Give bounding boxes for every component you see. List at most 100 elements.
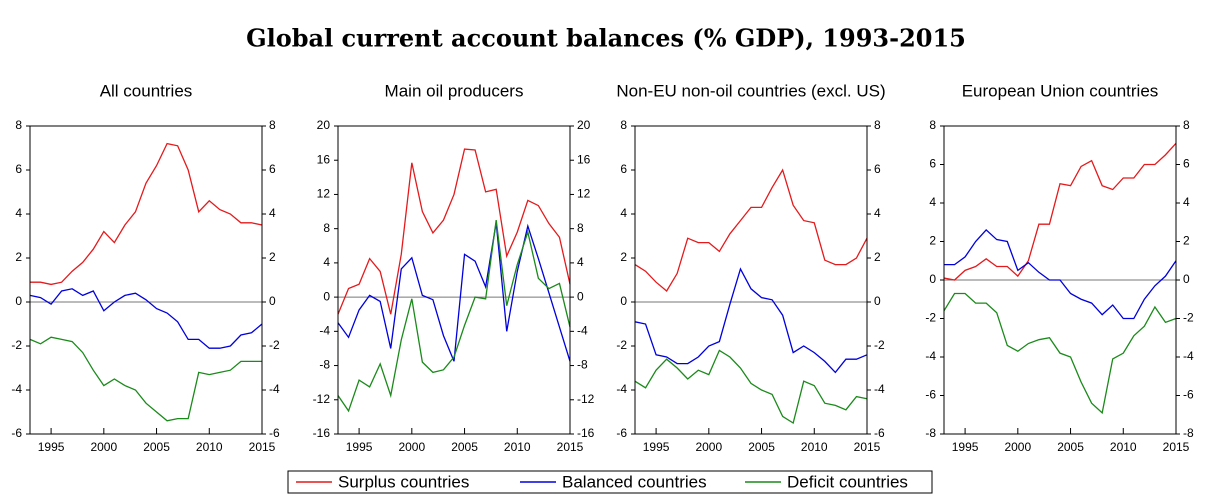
y2-tick-label: 4 [1183,195,1190,209]
y2-tick-label: 0 [874,294,881,308]
x-tick-label: 2015 [854,440,881,454]
y2-tick-label: 0 [269,294,276,308]
x-tick-label: 2000 [398,440,425,454]
y-tick-label: 4 [929,195,936,209]
y-tick-label: 0 [15,294,22,308]
x-tick-label: 2010 [1110,440,1137,454]
y-tick-label: 12 [317,187,331,201]
x-tick-label: 2010 [196,440,223,454]
legend-label: Surplus countries [338,472,469,491]
series-line [944,229,1177,320]
y2-tick-label: 16 [577,152,591,166]
y2-tick-label: -12 [577,392,595,406]
y2-tick-label: -2 [874,338,885,352]
series-line [943,292,1177,415]
y2-tick-label: 4 [874,206,881,220]
y2-tick-label: 0 [1183,272,1190,286]
plot-frame [943,125,1177,435]
y-tick-label: 2 [620,250,627,264]
legend-label: Deficit countries [787,472,908,491]
y-tick-label: -4 [925,349,936,363]
y-tick-label: 8 [620,118,627,132]
x-tick-label: 2005 [1057,440,1084,454]
series-line [634,168,868,292]
y2-tick-label: 0 [577,289,584,303]
panel-title: Main oil producers [385,81,524,100]
y-tick-label: 8 [15,118,22,132]
y-tick-label: -6 [616,426,627,440]
y-tick-label: -2 [925,311,936,325]
x-tick-label: 2010 [801,440,828,454]
series-line [29,288,263,349]
legend-label: Balanced countries [562,472,707,491]
y2-tick-label: 20 [577,118,591,132]
x-tick-label: 1995 [952,440,979,454]
panel-title: Non-EU non-oil countries (excl. US) [616,81,885,100]
y-tick-label: 4 [323,255,330,269]
x-tick-label: 2000 [695,440,722,454]
series-line [943,142,1177,281]
panel-title: All countries [100,81,193,100]
y-tick-label: 0 [323,289,330,303]
y2-tick-label: 6 [1183,157,1190,171]
x-tick-label: 2015 [1163,440,1190,454]
chart-title: Global current account balances (% GDP),… [246,24,966,53]
y-tick-label: 8 [929,118,936,132]
x-tick-label: 2005 [143,440,170,454]
x-tick-label: 2005 [451,440,478,454]
y-tick-label: 8 [323,221,330,235]
y-tick-label: -12 [313,392,331,406]
y-tick-label: 4 [620,206,627,220]
y-tick-label: 0 [929,272,936,286]
y2-tick-label: -2 [269,338,280,352]
series-line [634,349,868,425]
y2-tick-label: -6 [874,426,885,440]
x-tick-label: 2000 [90,440,117,454]
x-tick-label: 1995 [38,440,65,454]
y2-tick-label: 8 [577,221,584,235]
panel-title: European Union countries [962,81,1159,100]
y2-tick-label: -6 [269,426,280,440]
plot-frame [337,125,571,435]
x-tick-label: 2015 [557,440,584,454]
y-tick-label: -6 [11,426,22,440]
y-tick-label: -4 [11,382,22,396]
y2-tick-label: -4 [577,324,588,338]
x-tick-label: 1995 [643,440,670,454]
series-line [634,267,868,374]
y2-tick-label: 8 [874,118,881,132]
y-tick-label: 4 [15,206,22,220]
y-tick-label: 0 [620,294,627,308]
y2-tick-label: 2 [1183,234,1190,248]
y2-tick-label: 2 [874,250,881,264]
y2-tick-label: 6 [269,162,276,176]
y2-tick-label: -6 [1183,388,1194,402]
series-line [29,336,262,422]
y2-tick-label: -8 [1183,426,1194,440]
y-tick-label: 2 [929,234,936,248]
y-tick-label: 16 [317,152,331,166]
y-tick-label: 2 [15,250,22,264]
y-tick-label: 6 [15,162,22,176]
series-line [30,142,263,286]
plot-frame [634,125,868,435]
x-tick-label: 2010 [504,440,531,454]
y-tick-label: -2 [11,338,22,352]
y2-tick-label: 8 [1183,118,1190,132]
series-line [337,220,571,413]
y-tick-label: 6 [929,157,936,171]
series-line [337,148,571,315]
y2-tick-label: -16 [577,426,595,440]
y2-tick-label: -8 [577,358,588,372]
y-tick-label: -4 [616,382,627,396]
y2-tick-label: -4 [874,382,885,396]
y2-tick-label: 2 [269,250,276,264]
y-tick-label: -8 [925,426,936,440]
y2-tick-label: 4 [269,206,276,220]
y2-tick-label: 6 [874,162,881,176]
x-tick-label: 1995 [346,440,373,454]
y-tick-label: -16 [313,426,331,440]
x-tick-label: 2000 [1004,440,1031,454]
y-tick-label: -4 [319,324,330,338]
